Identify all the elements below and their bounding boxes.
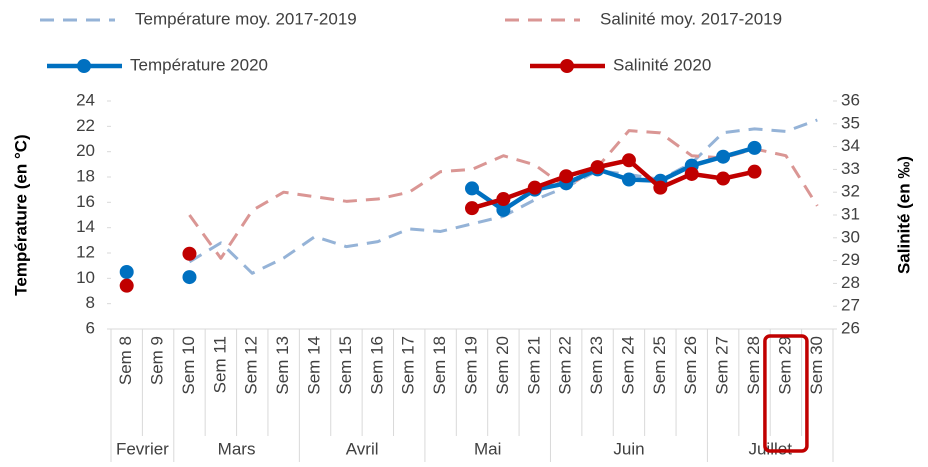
x-tick-label: Sem 25	[650, 336, 669, 395]
group-label: Avril	[346, 439, 379, 458]
y2-tick-label: 34	[841, 136, 860, 155]
legend-label: Salinité 2020	[613, 55, 711, 74]
series-marker	[716, 149, 731, 164]
group-label: Juillet	[748, 439, 792, 458]
y-tick-label: 16	[76, 192, 95, 211]
x-tick-label: Sem 8	[116, 336, 135, 385]
highlight-box	[763, 334, 809, 453]
x-tick-label: Sem 27	[713, 336, 732, 395]
series-marker	[496, 202, 511, 217]
x-tick-label: Sem 16	[367, 336, 386, 395]
x-tick-label: Sem 21	[524, 336, 543, 395]
x-tick-label: Sem 12	[242, 336, 261, 395]
series-line	[188, 129, 819, 260]
y2-tick-label: 30	[841, 227, 860, 246]
series-line	[470, 145, 756, 213]
series-marker	[716, 171, 731, 186]
x-tick-label: Sem 9	[148, 336, 167, 385]
y2-tick-label: 26	[841, 318, 860, 337]
y-axis-title: Température (en °C)	[11, 134, 30, 295]
y-tick-label: 10	[76, 268, 95, 287]
y2-axis-title: Salinité (en ‰)	[894, 156, 913, 274]
legend-label: Température moy. 2017-2019	[135, 9, 357, 28]
series-line	[471, 158, 756, 211]
series-marker	[653, 180, 668, 195]
series-marker	[119, 278, 134, 293]
series-marker	[182, 270, 197, 285]
legend-marker	[77, 59, 91, 73]
y2-tick-label: 36	[841, 90, 860, 109]
y-tick-label: 12	[76, 242, 95, 261]
y-tick-label: 22	[76, 116, 95, 135]
y-tick-label: 20	[76, 141, 95, 160]
group-label: Mars	[218, 439, 256, 458]
legend-label: Salinité moy. 2017-2019	[600, 9, 782, 28]
x-tick-label: Sem 10	[179, 336, 198, 395]
series-marker	[590, 160, 605, 175]
x-tick-label: Sem 13	[273, 336, 292, 395]
series-marker	[465, 181, 479, 196]
group-label: Juin	[613, 439, 644, 458]
y2-tick-label: 32	[841, 182, 860, 201]
y-tick-label: 8	[86, 293, 95, 312]
y-tick-label: 6	[86, 318, 95, 337]
x-tick-label: Sem 20	[493, 336, 512, 395]
legend-label: Température 2020	[130, 55, 268, 74]
y-tick-label: 24	[76, 90, 95, 109]
y-tick-label: 14	[76, 217, 95, 236]
x-tick-label: Sem 17	[399, 336, 418, 395]
x-tick-label: Sem 26	[681, 336, 700, 395]
x-tick-label: Sem 28	[744, 336, 763, 395]
group-label: Fevrier	[116, 439, 169, 458]
y2-tick-label: 29	[841, 250, 860, 269]
series-marker	[747, 140, 762, 155]
y2-tick-label: 35	[841, 113, 860, 132]
series-marker	[465, 201, 479, 216]
y2-tick-label: 28	[841, 273, 860, 292]
x-tick-label: Sem 15	[336, 336, 355, 395]
x-tick-label: Sem 29	[775, 336, 794, 395]
x-tick-label: Sem 24	[618, 336, 637, 395]
series-marker	[621, 172, 636, 187]
y-tick-label: 18	[76, 166, 95, 185]
series-marker	[747, 164, 762, 179]
y2-tick-label: 31	[841, 204, 860, 223]
y2-tick-label: 33	[841, 159, 860, 178]
group-label: Mai	[474, 439, 501, 458]
x-tick-label: Sem 30	[807, 336, 826, 395]
legend-marker	[560, 59, 574, 73]
x-tick-label: Sem 22	[556, 336, 575, 395]
series-marker	[527, 180, 542, 195]
series-marker	[684, 166, 699, 181]
series-marker	[559, 169, 574, 184]
x-tick-label: Sem 23	[587, 336, 606, 395]
series-marker	[621, 153, 636, 168]
x-tick-label: Sem 14	[305, 336, 324, 395]
series-marker	[496, 192, 511, 207]
y2-tick-label: 27	[841, 296, 860, 315]
x-tick-label: Sem 19	[461, 336, 480, 395]
series-marker	[182, 246, 197, 261]
x-tick-label: Sem 11	[210, 336, 229, 393]
series-marker	[119, 265, 134, 279]
x-tick-label: Sem 18	[430, 336, 449, 395]
